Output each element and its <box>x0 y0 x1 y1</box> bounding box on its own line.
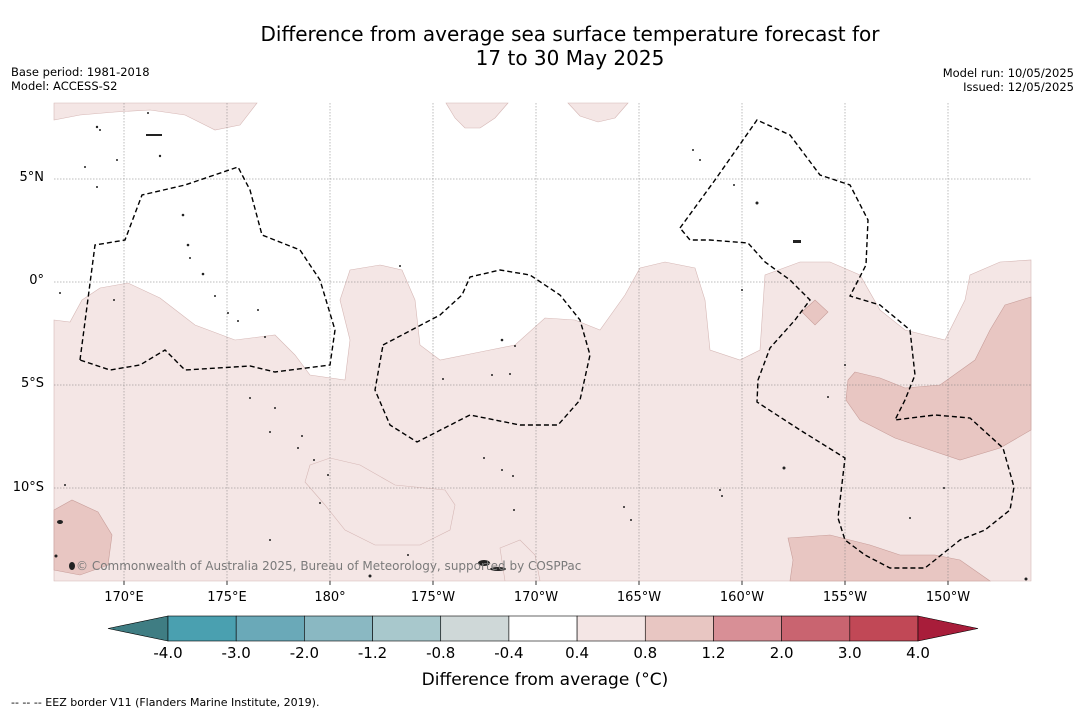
colorbar-tick-label: 0.4 <box>565 644 589 662</box>
colorbar-segment <box>781 615 851 642</box>
lon-label: 155°W <box>822 590 868 605</box>
colorbar-tick-label: -3.0 <box>221 644 251 662</box>
lon-label: 175°E <box>207 590 247 605</box>
colorbar-segment <box>849 615 919 642</box>
lat-label: 5°S <box>20 376 44 391</box>
map-title: Difference from average sea surface temp… <box>0 22 1085 70</box>
title-line-1: Difference from average sea surface temp… <box>260 22 880 46</box>
meta-left: Base period: 1981-2018 Model: ACCESS-S2 <box>11 65 150 93</box>
colorbar-tick-label: 4.0 <box>906 644 930 662</box>
islands <box>54 112 1028 581</box>
colorbar-segment <box>644 615 714 642</box>
anomaly-region-light <box>53 259 1032 582</box>
colorbar-tick-label: -0.4 <box>494 644 524 662</box>
anomaly-region-top-3 <box>567 102 629 123</box>
colorbar-tick-label: -1.2 <box>357 644 388 662</box>
colorbar-title: Difference from average (°C) <box>421 670 669 690</box>
colorbar-segment <box>508 615 578 642</box>
base-period: Base period: 1981-2018 <box>11 65 150 79</box>
colorbar-tick-label: -2.0 <box>289 644 319 662</box>
colorbar-tick-label: -4.0 <box>153 644 183 662</box>
lon-label: 180° <box>314 590 346 605</box>
eez-legend-note: -- -- -- EEZ border V11 (Flanders Marine… <box>11 696 320 709</box>
anomaly-region-top-2 <box>445 102 509 129</box>
lon-label: 165°W <box>616 590 662 605</box>
colorbar-tick-label: 2.0 <box>769 644 794 662</box>
lat-label: 5°N <box>19 170 45 185</box>
colorbar-extend-high <box>917 615 979 642</box>
colorbar-segment <box>372 615 442 642</box>
issued-date: Issued: 12/05/2025 <box>963 80 1074 94</box>
meta-right: Model run: 10/05/2025 Issued: 12/05/2025 <box>943 66 1074 94</box>
colorbar <box>107 615 979 642</box>
graticule <box>54 103 1031 581</box>
anomaly-region-top-1 <box>53 102 258 131</box>
colorbar-tick-label: -0.8 <box>426 644 456 662</box>
lat-label: 0° <box>29 273 44 288</box>
model-name: Model: ACCESS-S2 <box>11 79 118 93</box>
colorbar-tick-label: 1.2 <box>701 644 726 662</box>
lat-label: 10°S <box>12 480 44 495</box>
title-line-2: 17 to 30 May 2025 <box>475 46 665 70</box>
colorbar-segment <box>304 615 373 642</box>
lon-label: 170°W <box>513 590 559 605</box>
anomaly-region-medium <box>53 296 1032 582</box>
colorbar-segment <box>713 615 782 642</box>
colorbar-extend-low <box>107 615 169 642</box>
colorbar-segment <box>440 615 510 642</box>
lon-label: 170°E <box>104 590 144 605</box>
colorbar-tick-label: 0.8 <box>633 644 658 662</box>
copyright-note: © Commonwealth of Australia 2025, Bureau… <box>76 559 582 573</box>
model-run: Model run: 10/05/2025 <box>942 66 1074 80</box>
lon-label: 160°W <box>719 590 765 605</box>
colorbar-tick-label: 3.0 <box>837 644 862 662</box>
colorbar-segment <box>576 615 646 642</box>
eez-borders <box>79 119 1015 569</box>
colorbar-segment <box>167 615 237 642</box>
lon-label: 150°W <box>925 590 971 605</box>
lon-label: 175°W <box>410 590 456 605</box>
colorbar-segment <box>235 615 305 642</box>
axis-ticks <box>123 581 949 585</box>
